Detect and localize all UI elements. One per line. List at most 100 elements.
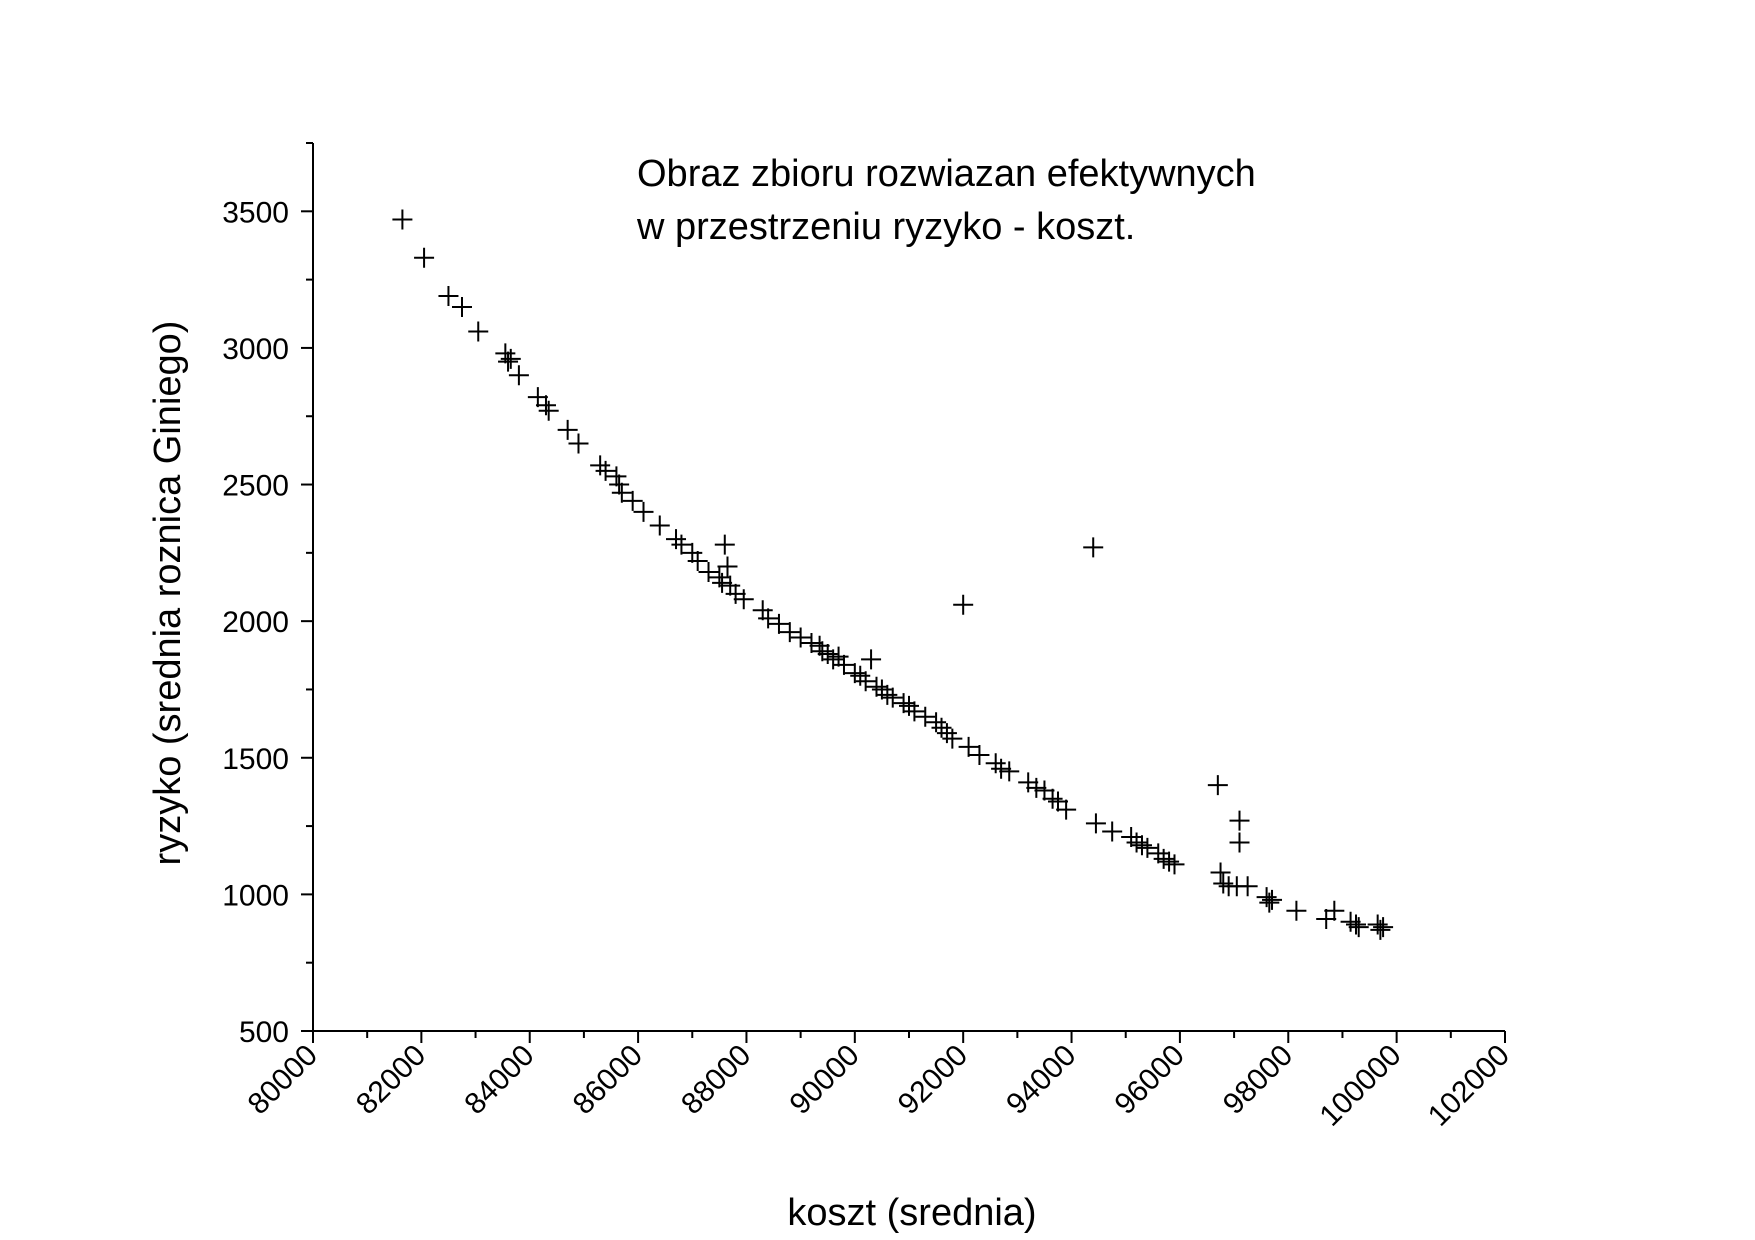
- data-point: [936, 723, 957, 744]
- data-point: [953, 594, 974, 615]
- data-point: [606, 466, 627, 487]
- data-point: [958, 736, 979, 757]
- data-point: [1237, 876, 1258, 897]
- data-point: [801, 633, 822, 654]
- data-point: [893, 693, 914, 714]
- data-point: [687, 551, 708, 572]
- data-point: [498, 351, 519, 372]
- data-point: [712, 572, 733, 593]
- data-point: [809, 635, 830, 656]
- data-point: [666, 529, 687, 550]
- data-point: [1210, 862, 1231, 883]
- data-point: [877, 684, 898, 705]
- data-point: [1370, 919, 1391, 940]
- data-point: [414, 247, 435, 268]
- data-point: [861, 649, 882, 670]
- data-point: [904, 701, 925, 722]
- y-tick-label: 3500: [222, 196, 289, 229]
- data-point: [590, 455, 611, 476]
- x-tick-label: 84000: [458, 1039, 540, 1121]
- data-point: [915, 706, 936, 727]
- data-point: [991, 758, 1012, 779]
- data-point: [725, 583, 746, 604]
- data-point: [926, 712, 947, 733]
- data-point: [985, 753, 1006, 774]
- data-point: [779, 622, 800, 643]
- y-tick-label: 3000: [222, 333, 289, 366]
- x-tick-label: 96000: [1109, 1039, 1191, 1121]
- data-point: [1018, 772, 1039, 793]
- data-point: [942, 728, 963, 749]
- data-point: [1367, 914, 1388, 935]
- data-point: [1131, 835, 1152, 856]
- data-point: [452, 296, 472, 317]
- data-point: [717, 556, 738, 577]
- data-point: [1324, 900, 1345, 921]
- data-point: [709, 567, 730, 588]
- y-axis-ticks: 500 1000 1500 2000 2500 3000 3500: [222, 142, 313, 1049]
- data-point: [866, 676, 887, 697]
- data-point: [1256, 887, 1277, 908]
- y-tick-label: 2500: [222, 470, 289, 503]
- data-point: [468, 321, 489, 342]
- data-point: [1056, 799, 1077, 820]
- data-point: [557, 419, 578, 440]
- data-point: [969, 745, 990, 766]
- data-point: [527, 387, 548, 408]
- x-tick-label: 86000: [567, 1039, 649, 1121]
- data-point: [1229, 832, 1250, 853]
- x-tick-label: 94000: [1000, 1039, 1082, 1121]
- x-tick-label: 90000: [783, 1039, 865, 1121]
- data-point: [790, 627, 811, 648]
- data-point: [850, 665, 871, 686]
- x-axis-title: koszt (srednia): [787, 1192, 1036, 1234]
- data-point: [508, 365, 529, 386]
- data-point: [733, 589, 754, 610]
- data-point: [671, 534, 692, 555]
- data-point: [1207, 775, 1228, 796]
- data-point: [538, 400, 559, 421]
- data-point: [758, 608, 779, 629]
- data-point: [1102, 821, 1123, 842]
- data-point: [899, 695, 919, 716]
- data-point: [1286, 900, 1307, 921]
- x-tick-label: 92000: [892, 1039, 974, 1121]
- data-point: [1034, 780, 1055, 801]
- data-point: [1137, 837, 1158, 858]
- data-point: [1164, 854, 1185, 875]
- x-axis-ticks: 80000 82000 84000 86000 88000 90000 92000 94000…: [242, 1031, 1516, 1133]
- data-point: [438, 286, 459, 307]
- data-point: [1126, 832, 1147, 853]
- data-point: [495, 343, 516, 364]
- annotation-line-1: Obraz zbioru rozwiazan efektywnych: [637, 153, 1256, 195]
- x-tick-label: 98000: [1217, 1039, 1299, 1121]
- data-point: [1373, 917, 1394, 938]
- data-point: [871, 679, 892, 700]
- data-point: [1042, 788, 1063, 809]
- data-point: [633, 501, 654, 522]
- data-point: [855, 671, 876, 692]
- annotation-line-2: w przestrzeniu ryzyko - koszt.: [636, 206, 1135, 248]
- data-point: [817, 643, 838, 664]
- data-point: [1085, 813, 1106, 834]
- axes: 500 1000 1500 2000 2500 3000 3500 80000 82000 84…: [222, 142, 1516, 1133]
- data-point: [812, 641, 833, 662]
- data-point: [714, 534, 735, 555]
- data-point: [1346, 914, 1366, 935]
- data-point: [535, 395, 556, 416]
- data-point: [1083, 537, 1104, 558]
- data-point: [833, 654, 854, 675]
- data-points: [392, 209, 1394, 940]
- y-tick-label: 2000: [222, 606, 289, 639]
- data-point: [828, 646, 849, 667]
- y-tick-label: 1000: [222, 879, 289, 912]
- data-point: [1121, 827, 1142, 848]
- data-point: [1316, 908, 1337, 929]
- data-point: [931, 717, 952, 738]
- y-axis-title: ryzyko (srednia roznica Giniego): [147, 321, 189, 866]
- data-point: [823, 649, 844, 670]
- data-point: [1213, 873, 1234, 894]
- data-point: [698, 561, 719, 582]
- data-point: [1259, 892, 1280, 913]
- data-point: [622, 490, 643, 511]
